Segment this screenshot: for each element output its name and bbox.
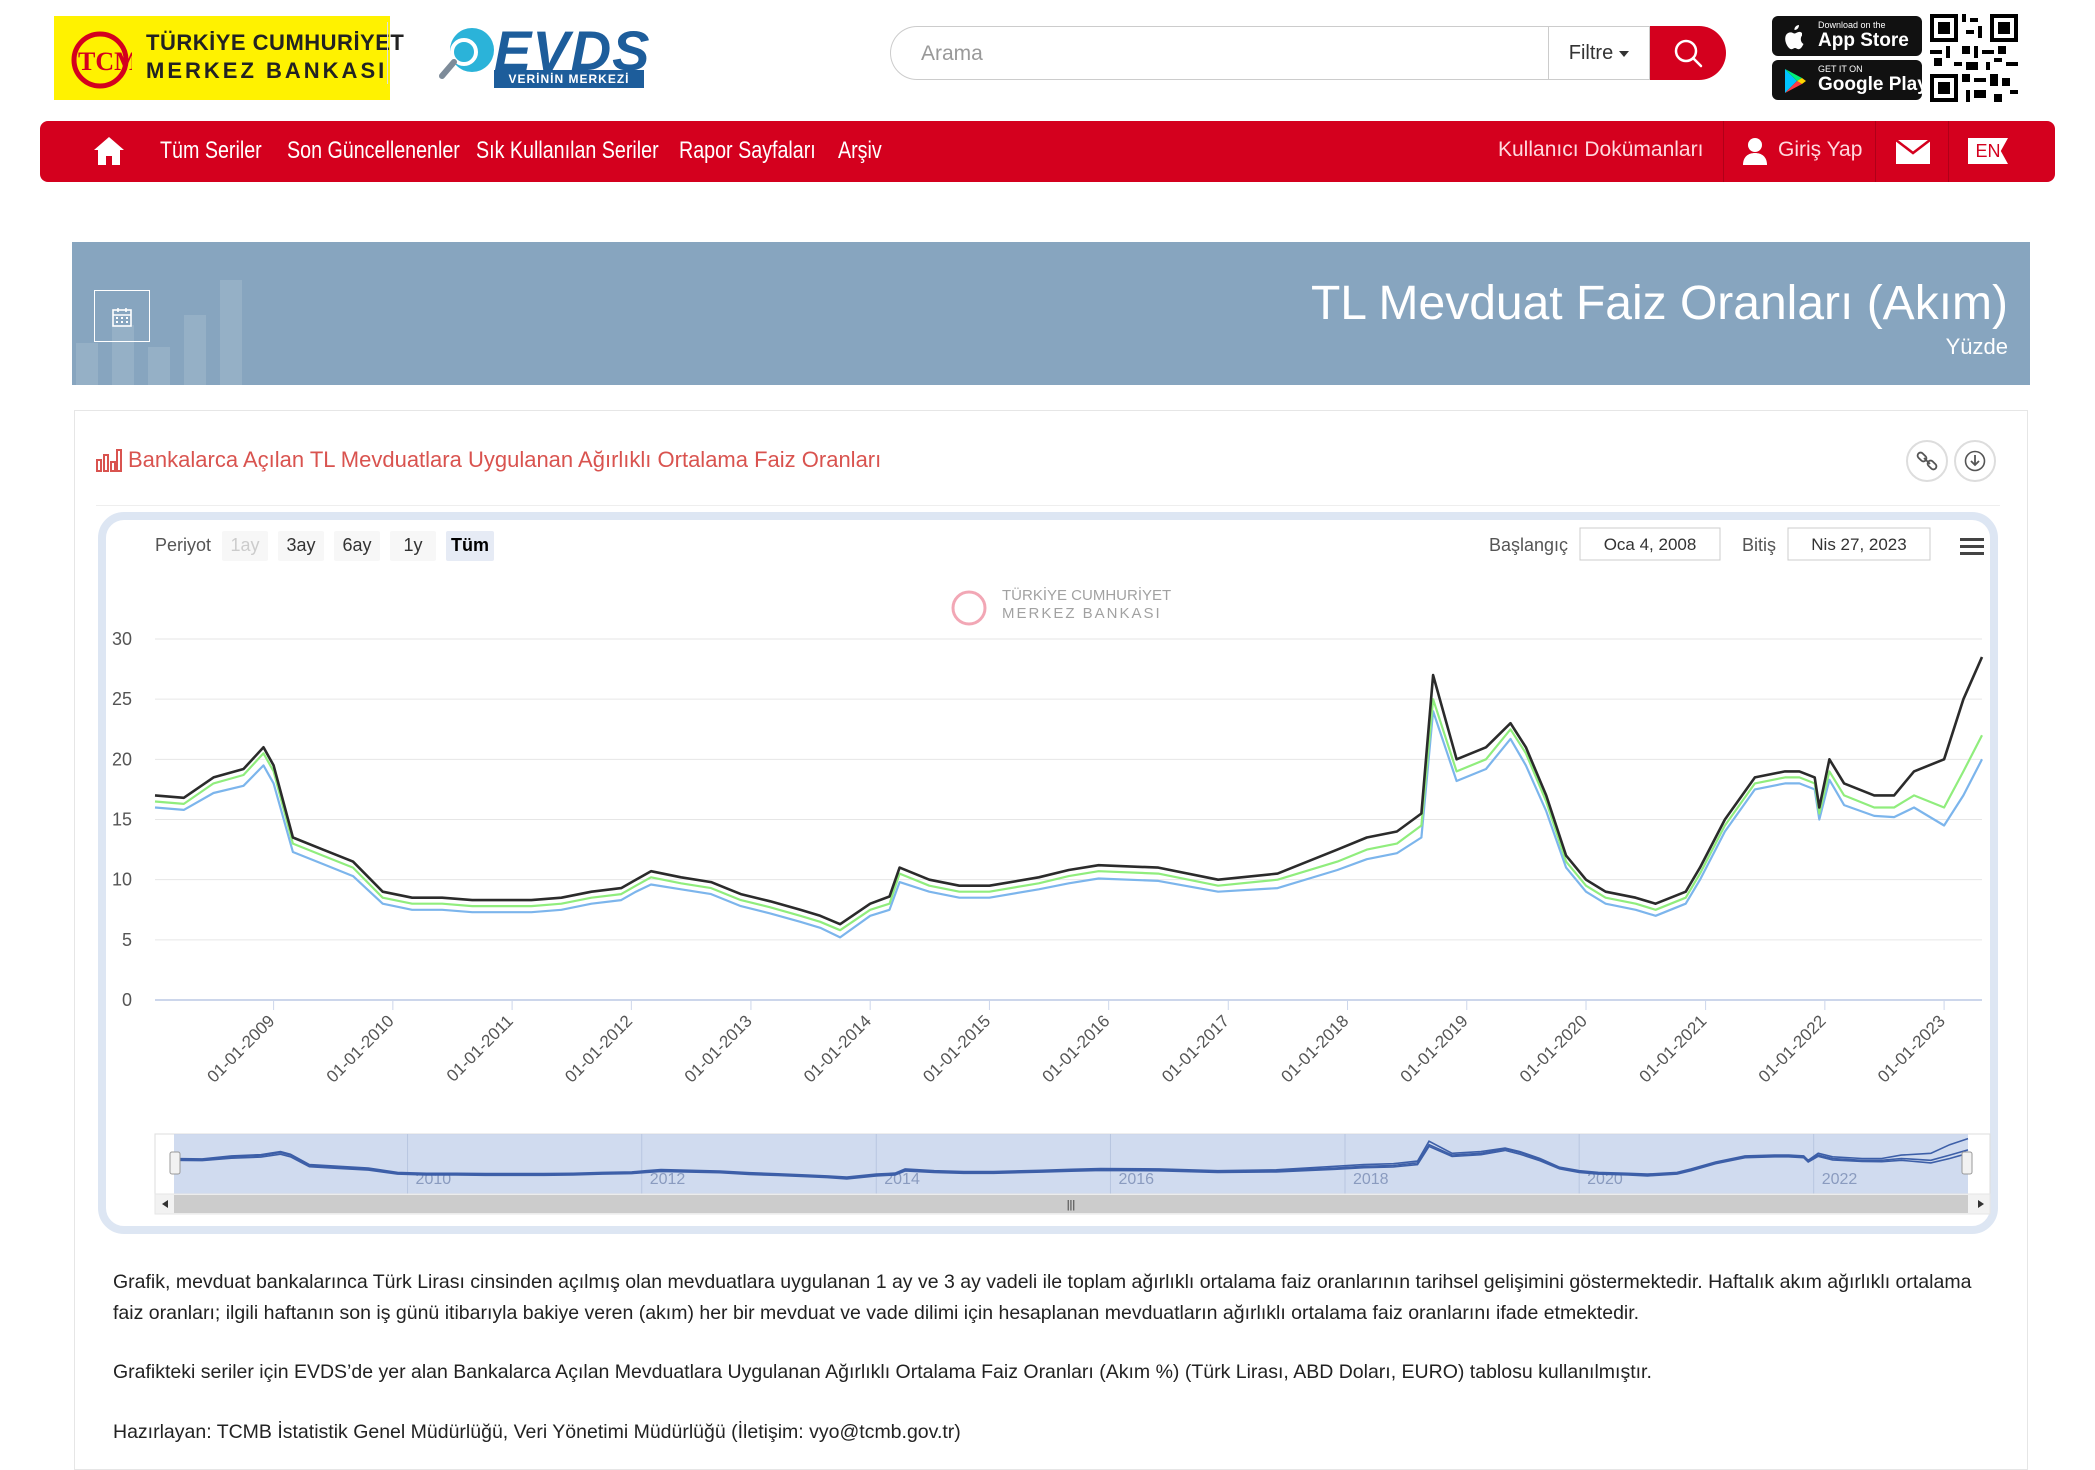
chart-frame	[98, 512, 1998, 1234]
google-play-small: GET IT ON	[1818, 64, 1863, 74]
period-button-1y-label: 1y	[403, 535, 422, 555]
google-play-badge[interactable]: GET IT ON Google Play	[1772, 60, 1928, 100]
nav-divider	[1948, 121, 1949, 182]
tcmb-logo[interactable]: TCMB TÜRKİYE CUMHURİYET MERKEZ BANKASI	[54, 16, 404, 100]
period-button-all[interactable]	[446, 531, 494, 561]
tcmb-logo-mark: TCMB	[71, 31, 132, 89]
user-icon	[1743, 138, 1767, 165]
description-paragraph-3: Hazırlayan: TCMB İstatistik Genel Müdürl…	[113, 1421, 961, 1443]
period-button-6ay-label: 6ay	[342, 535, 371, 555]
app-store-badge[interactable]: Download on the App Store	[1772, 16, 1922, 56]
period-button-1y[interactable]	[390, 531, 436, 561]
tcmb-logo-line2: MERKEZ BANKASI	[146, 58, 388, 83]
caret-down-icon	[1619, 50, 1630, 57]
period-button-3ay[interactable]	[278, 531, 324, 561]
chart-menu-icon[interactable]	[1960, 538, 1984, 555]
tcmb-logo-mark-text: TCMB	[78, 47, 132, 76]
google-play-icon	[1785, 69, 1806, 93]
search-icon	[1674, 39, 1703, 68]
mail-icon[interactable]	[1896, 140, 1930, 164]
end-date-label: Bitiş	[1742, 535, 1776, 555]
search-input[interactable]	[919, 27, 1523, 81]
panel-divider	[96, 505, 2000, 506]
end-date-value: Nis 27, 2023	[1811, 535, 1906, 554]
calendar-icon	[112, 308, 132, 327]
evds-logo-tagline: VERİNİN MERKEZİ	[494, 70, 644, 88]
tcmb-logo-line1: TÜRKİYE CUMHURİYET	[146, 30, 405, 55]
home-icon[interactable]	[92, 135, 126, 167]
download-button[interactable]	[1954, 440, 1996, 482]
page-title: TL Mevduat Faiz Oranları (Akım)	[1310, 277, 2008, 330]
nav-item-recently-updated[interactable]: Son Güncellenenler	[287, 137, 460, 164]
download-icon	[1964, 450, 1986, 472]
search-button[interactable]	[1650, 26, 1726, 80]
nav-divider	[1875, 121, 1876, 182]
app-store-small: Download on the	[1818, 20, 1886, 30]
link-icon	[1916, 451, 1938, 471]
evds-logo[interactable]: EVDS VERİNİN MERKEZİ	[432, 16, 652, 92]
google-play-big: Google Play	[1818, 74, 1928, 95]
period-button-1ay-label: 1ay	[230, 535, 259, 555]
nav-item-report-pages[interactable]: Rapor Sayfaları	[679, 137, 816, 164]
nav-login[interactable]: Giriş Yap	[1778, 138, 1863, 161]
nav-item-archive[interactable]: Arşiv	[838, 137, 882, 164]
nav-item-all-series[interactable]: Tüm Seriler	[160, 137, 262, 164]
nav-user-docs[interactable]: Kullanıcı Dokümanları	[1498, 138, 1704, 161]
page-subtitle: Yüzde	[1945, 334, 2008, 359]
apple-icon	[1785, 25, 1804, 50]
evds-globe-icon	[439, 28, 494, 79]
chart-panel-title: Bankalarca Açılan TL Mevduatlara Uygulan…	[128, 447, 882, 472]
nav-item-frequent-series[interactable]: Sık Kullanılan Seriler	[476, 137, 659, 164]
period-button-6ay[interactable]	[334, 531, 380, 561]
period-label: Periyot	[155, 535, 211, 555]
filter-dropdown[interactable]: Filtre	[1548, 26, 1650, 80]
qr-code-icon	[1930, 14, 2018, 102]
period-button-3ay-label: 3ay	[286, 535, 315, 555]
search-box	[890, 26, 1550, 81]
description-paragraph-2: Grafikteki seriler için EVDS’de yer alan…	[113, 1361, 1652, 1383]
language-switch[interactable]: EN	[1968, 138, 2008, 164]
calendar-button[interactable]	[94, 290, 150, 342]
page-banner: TL Mevduat Faiz Oranları (Akım) Yüzde	[72, 242, 2030, 385]
end-date-input[interactable]	[1787, 527, 1931, 561]
period-button-all-label: Tüm	[451, 535, 489, 555]
nav-divider	[1723, 121, 1724, 182]
app-store-big: App Store	[1818, 30, 1909, 51]
range-selector: Periyot 1ay 3ay 6ay 1y Tüm Başlangıç Oca…	[155, 527, 1984, 561]
main-nav: Tüm Seriler Son Güncellenenler Sık Kulla…	[40, 121, 2055, 182]
period-button-1ay[interactable]	[222, 531, 268, 561]
start-date-input[interactable]	[1579, 527, 1721, 561]
filter-label: Filtre	[1568, 42, 1614, 64]
start-date-label: Başlangıç	[1489, 535, 1568, 555]
description-paragraph-1: Grafik, mevduat bankalarınca Türk Lirası…	[113, 1271, 1972, 1324]
header-divider	[387, 22, 388, 84]
share-link-button[interactable]	[1906, 440, 1948, 482]
bar-chart-icon	[96, 449, 122, 472]
start-date-value: Oca 4, 2008	[1604, 535, 1697, 554]
